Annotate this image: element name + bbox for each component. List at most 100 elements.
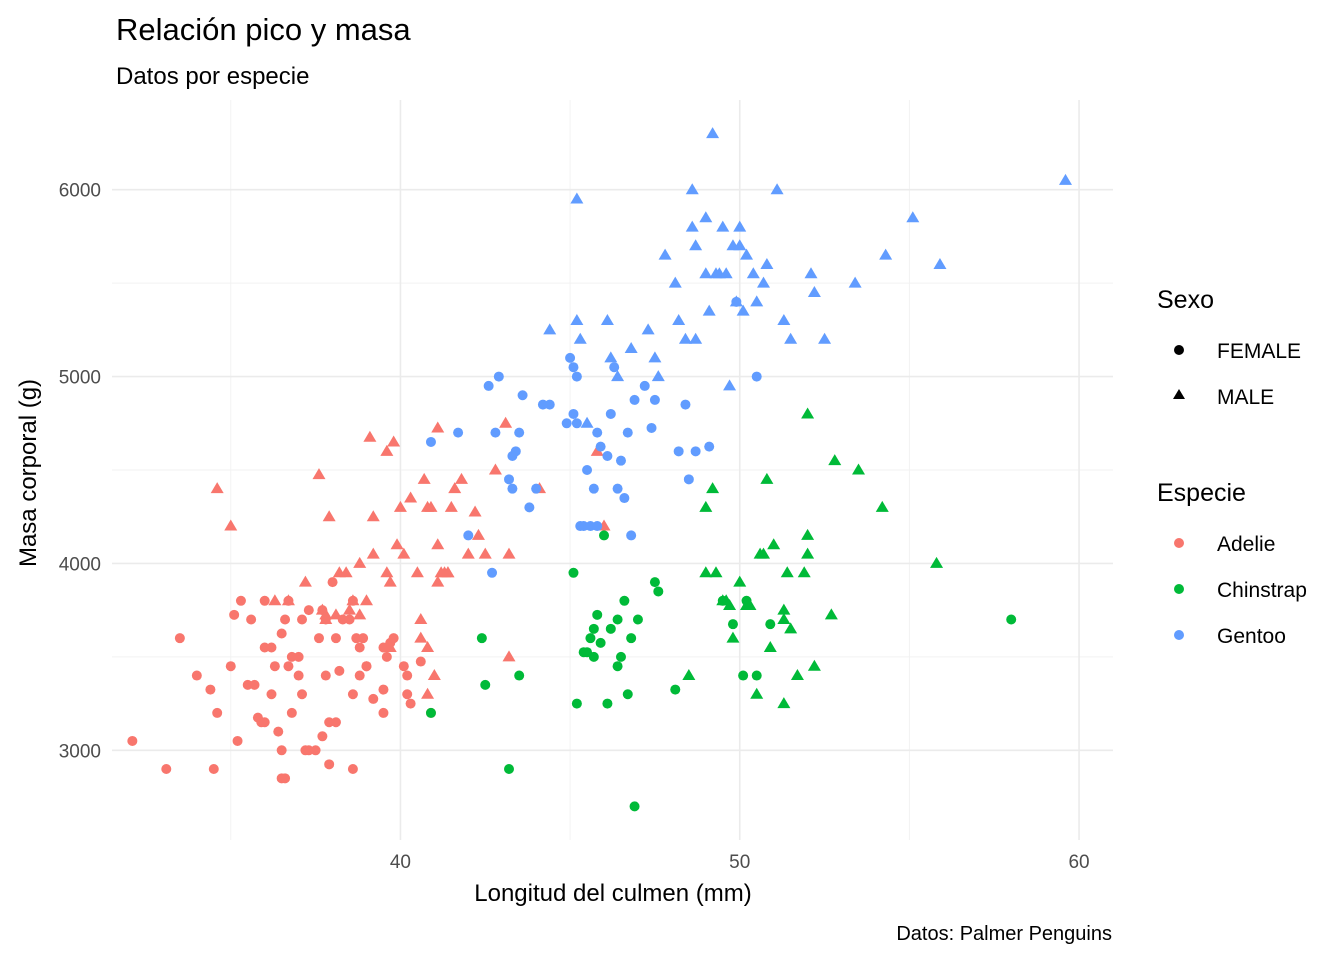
data-point xyxy=(504,763,515,774)
legend-shape-title: Sexo xyxy=(1157,286,1214,314)
data-point xyxy=(689,332,703,344)
data-point xyxy=(361,661,372,672)
data-point xyxy=(784,622,798,634)
data-point xyxy=(322,510,336,522)
data-point xyxy=(398,661,409,672)
data-point xyxy=(329,608,343,620)
data-point xyxy=(259,717,270,728)
data-point xyxy=(286,707,297,718)
data-point xyxy=(615,651,626,662)
x-tick-label: 50 xyxy=(729,852,750,873)
data-point xyxy=(390,538,404,550)
data-point xyxy=(568,362,579,373)
data-point xyxy=(276,745,287,756)
data-point xyxy=(330,633,341,644)
data-point xyxy=(570,192,584,204)
data-point xyxy=(404,491,418,503)
data-point xyxy=(313,633,324,644)
data-point xyxy=(517,390,528,401)
data-point xyxy=(266,642,277,653)
data-point xyxy=(649,394,660,405)
data-point xyxy=(502,547,516,559)
series-adelie-male xyxy=(210,416,611,699)
data-point xyxy=(592,609,603,620)
data-point xyxy=(537,399,548,410)
data-point xyxy=(736,304,750,316)
data-point xyxy=(706,127,720,139)
data-point xyxy=(441,566,455,578)
data-point xyxy=(1006,614,1017,625)
x-tick-label: 60 xyxy=(1068,852,1089,873)
data-point xyxy=(612,614,623,625)
data-point xyxy=(651,370,665,382)
series-gentoo-female xyxy=(425,296,762,578)
data-point xyxy=(388,633,399,644)
data-point xyxy=(368,693,379,704)
data-point xyxy=(320,670,331,681)
data-point xyxy=(729,295,743,307)
data-point xyxy=(499,416,513,428)
data-point xyxy=(801,547,815,559)
data-point xyxy=(421,641,435,653)
chart-subtitle: Datos por especie xyxy=(116,63,309,90)
data-point xyxy=(611,370,625,382)
data-point xyxy=(414,631,428,643)
data-point xyxy=(568,408,579,419)
legend-gentoo-label: Gentoo xyxy=(1217,625,1286,648)
legend-adelie-label: Adelie xyxy=(1217,533,1275,556)
data-point xyxy=(629,801,640,812)
data-point xyxy=(280,614,291,625)
data-point xyxy=(875,500,889,512)
data-point xyxy=(524,502,535,513)
data-point xyxy=(649,577,660,588)
data-point xyxy=(622,689,633,700)
data-point xyxy=(582,465,593,475)
data-point xyxy=(490,427,501,438)
data-point xyxy=(504,474,515,485)
data-point xyxy=(780,566,794,578)
data-point xyxy=(756,547,770,559)
data-point xyxy=(210,482,224,494)
data-point xyxy=(269,661,280,672)
data-point xyxy=(777,612,791,624)
data-point xyxy=(727,619,738,630)
data-point xyxy=(770,183,784,195)
data-point xyxy=(763,641,777,653)
data-point xyxy=(378,707,389,718)
data-point xyxy=(561,418,572,429)
data-point xyxy=(602,450,613,461)
data-point xyxy=(273,726,284,737)
data-point xyxy=(476,633,487,644)
data-point xyxy=(702,304,716,316)
data-point xyxy=(327,577,338,588)
legend-color: Especie Adelie Chinstrap Gentoo xyxy=(1157,479,1307,648)
data-point xyxy=(235,595,246,606)
data-point xyxy=(588,651,599,662)
data-point xyxy=(354,642,365,653)
data-point xyxy=(740,248,754,260)
data-point xyxy=(699,566,713,578)
x-tick-label: 40 xyxy=(390,852,411,873)
series-chinstrap-female xyxy=(425,530,1017,812)
data-point xyxy=(246,614,257,625)
data-point xyxy=(293,651,304,662)
data-point xyxy=(531,483,542,494)
data-point xyxy=(191,670,202,681)
data-point xyxy=(751,670,762,681)
data-point xyxy=(463,530,474,541)
data-point xyxy=(580,416,594,428)
data-point xyxy=(268,594,282,606)
data-point xyxy=(622,427,633,438)
data-point xyxy=(680,399,691,410)
data-point xyxy=(417,472,431,484)
y-axis-ticks: 3000 4000 5000 6000 xyxy=(59,181,101,763)
data-point xyxy=(514,427,525,438)
data-point xyxy=(570,314,584,326)
data-point xyxy=(712,267,726,279)
data-point xyxy=(746,267,760,279)
data-point xyxy=(733,575,747,587)
y-tick-label: 5000 xyxy=(59,368,101,389)
data-point xyxy=(208,763,219,774)
data-point xyxy=(347,763,358,774)
